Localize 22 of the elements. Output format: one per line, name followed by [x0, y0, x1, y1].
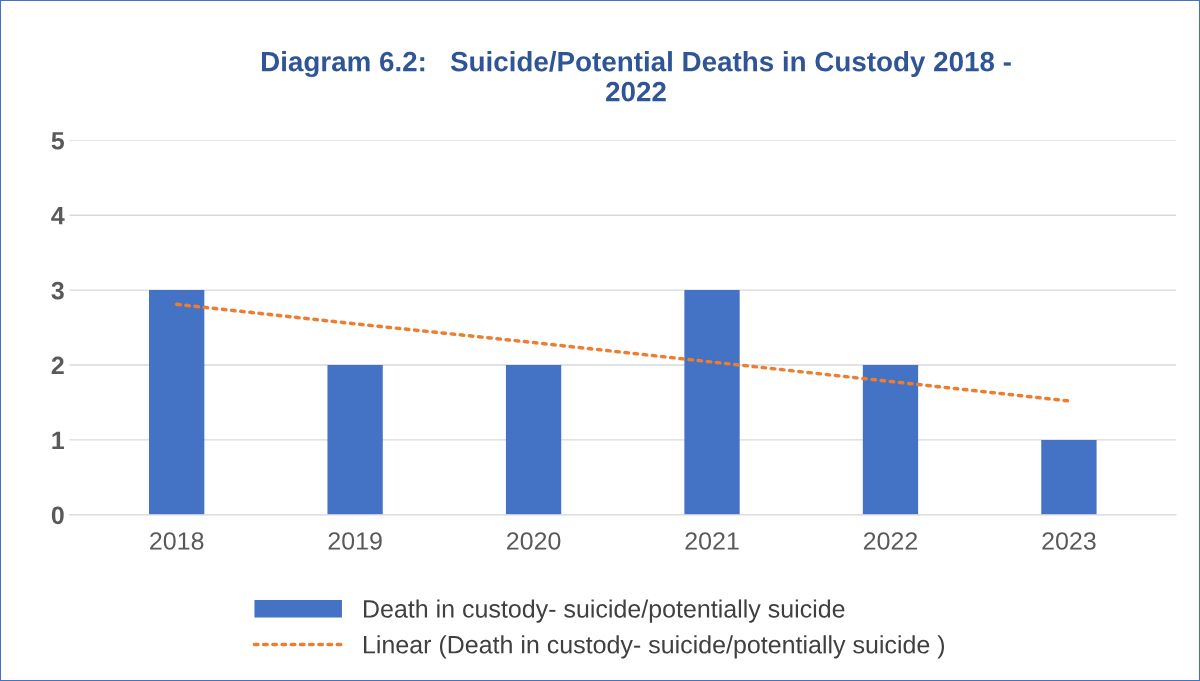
bar [862, 365, 919, 515]
y-tick-label: 1 [52, 431, 65, 449]
y-tick-label: 0 [51, 506, 64, 525]
y-tick-label: 4 [51, 207, 65, 225]
x-tick-label: 2023 [1042, 532, 1096, 550]
x-tick-label: 2020 [507, 532, 561, 550]
x-tick-label: 2021 [685, 532, 739, 550]
x-tick-label: 2018 [150, 532, 204, 550]
chart-title: Diagram 6.2: Suicide/Potential Deaths in Custody 2018 - 2022 [262, 51, 1011, 102]
bar [1041, 439, 1097, 515]
bar [505, 365, 562, 515]
y-tick-label: 2 [51, 356, 64, 375]
y-tick-label: 5 [51, 132, 65, 150]
bar [327, 365, 383, 515]
legend-label: Linear (Death in custody- suicide/potentially suicide ) [364, 635, 945, 659]
legend-label: Death in custody- suicide/potentially suicide [364, 599, 845, 623]
x-tick-label: 2019 [328, 532, 382, 550]
line-series [174, 302, 1071, 403]
x-tick-label: 2022 [863, 532, 918, 550]
bar [149, 290, 205, 515]
bar [684, 290, 740, 515]
y-tick-label: 3 [51, 281, 64, 300]
